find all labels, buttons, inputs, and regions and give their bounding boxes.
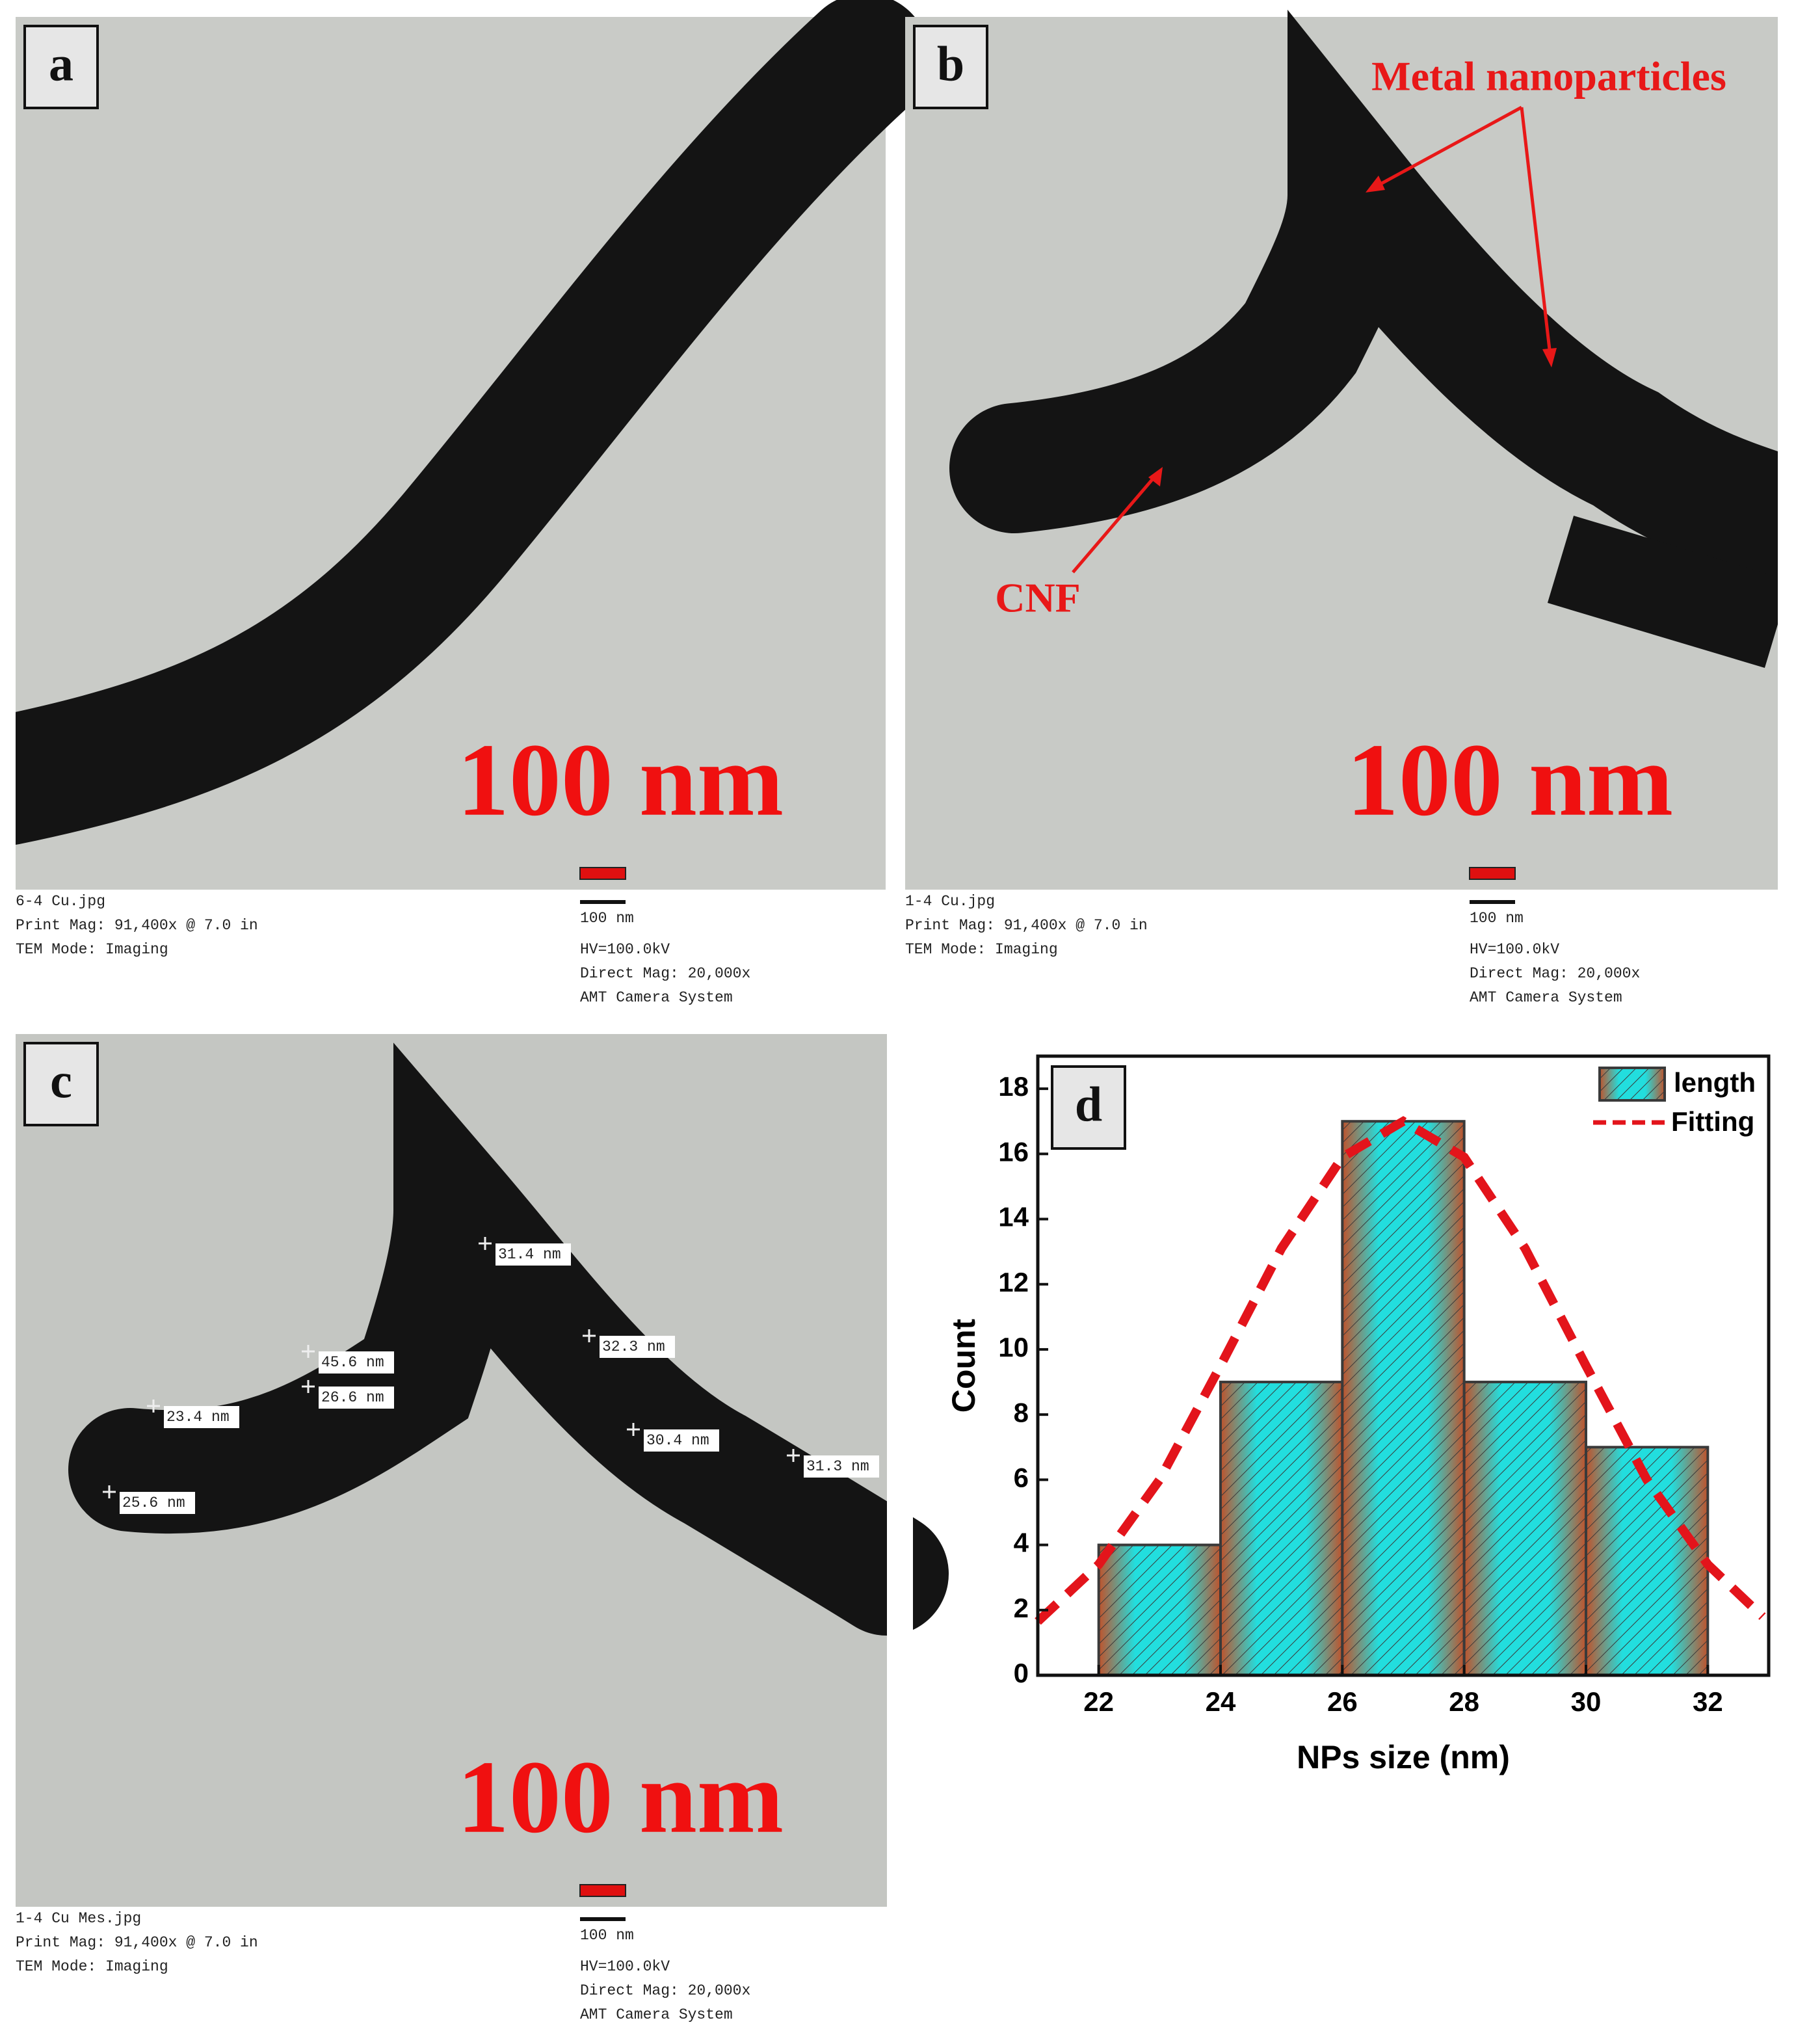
- caption-line: HV=100.0kV: [1470, 941, 1559, 958]
- annotation: CNF: [995, 575, 1081, 621]
- scale-marker: [1469, 867, 1516, 880]
- scale-bar: [580, 1917, 626, 1921]
- scale-marker: [579, 1884, 626, 1897]
- scale-bar: [580, 900, 626, 904]
- bar-hatch: [1462, 1381, 1588, 1677]
- measure-box: [164, 1406, 239, 1428]
- caption-line: Print Mag: 91,400x @ 7.0 in: [905, 917, 1148, 934]
- measure-cross: [103, 1485, 116, 1498]
- arrow: [1072, 472, 1159, 574]
- scale-text: 100 nm: [457, 1739, 784, 1855]
- tem-image-a: [0, 0, 930, 910]
- x-tick-label: 22: [1083, 1686, 1114, 1717]
- y-tick-label: 2: [1014, 1593, 1029, 1623]
- scale-marker: [579, 867, 626, 880]
- y-tick-label: 14: [998, 1202, 1029, 1232]
- measurement: 31.4 nm: [498, 1246, 561, 1263]
- panel-label: a: [49, 36, 73, 91]
- measurement: 30.4 nm: [646, 1432, 709, 1449]
- x-tick-label: 26: [1327, 1686, 1358, 1717]
- caption-line: 1-4 Cu.jpg: [905, 893, 995, 910]
- measure-cross: [583, 1329, 596, 1342]
- measure-cross: [302, 1345, 315, 1358]
- tem-image-b: [905, 0, 1796, 910]
- panel-label: c: [50, 1054, 72, 1108]
- scale-bar-label: 100 nm: [1470, 910, 1524, 927]
- annotation: Metal nanoparticles: [1371, 53, 1726, 100]
- x-tick-label: 24: [1206, 1686, 1236, 1717]
- panel-label-box: [913, 25, 988, 109]
- panel-label-box: [23, 25, 99, 109]
- x-tick-label: 32: [1693, 1686, 1723, 1717]
- y-tick-label: 18: [998, 1071, 1029, 1102]
- caption-line: TEM Mode: Imaging: [16, 1958, 168, 1975]
- tem-image-c: [16, 1015, 949, 1925]
- x-axis-label: NPs size (nm): [1297, 1739, 1510, 1775]
- legend-label: length: [1674, 1067, 1756, 1098]
- panel-label: b: [937, 36, 964, 91]
- panel-label-box: [1051, 1065, 1126, 1150]
- bar-hatch: [1097, 1543, 1222, 1677]
- x-tick-label: 28: [1449, 1686, 1479, 1717]
- bar-hatch: [1341, 1120, 1466, 1677]
- measure-box: [600, 1336, 675, 1358]
- measure-box: [319, 1387, 394, 1409]
- scale-text: 100 nm: [1347, 722, 1673, 838]
- scale-bar: [1470, 900, 1515, 904]
- caption-line: HV=100.0kV: [580, 941, 670, 958]
- legend-swatch-hatch: [1598, 1067, 1666, 1102]
- caption-line: Print Mag: 91,400x @ 7.0 in: [16, 1934, 258, 1951]
- caption-line: AMT Camera System: [1470, 989, 1622, 1006]
- bar-hatch: [1585, 1446, 1710, 1677]
- arrowhead: [1148, 467, 1163, 486]
- measure-box: [495, 1243, 571, 1266]
- plot-frame: [1036, 1054, 1771, 1677]
- y-tick-label: 4: [1014, 1528, 1029, 1558]
- panel-label-box: [23, 1042, 99, 1126]
- measure-box: [644, 1429, 719, 1452]
- caption-line: 1-4 Cu Mes.jpg: [16, 1910, 141, 1927]
- measure-box: [120, 1492, 195, 1514]
- y-tick-label: 0: [1014, 1658, 1029, 1688]
- scale-bar-label: 100 nm: [580, 910, 634, 927]
- caption-line: 6-4 Cu.jpg: [16, 893, 105, 910]
- measure-cross: [627, 1423, 640, 1436]
- x-tick-label: 30: [1571, 1686, 1602, 1717]
- measurement: 23.4 nm: [166, 1409, 230, 1426]
- y-tick-label: 10: [998, 1332, 1029, 1362]
- bar-hatch: [1219, 1381, 1344, 1677]
- y-tick-label: 8: [1014, 1397, 1029, 1427]
- measurement: 31.3 nm: [806, 1458, 869, 1475]
- measurement: 26.6 nm: [321, 1389, 384, 1406]
- measure-cross: [787, 1449, 800, 1462]
- measurement: 32.3 nm: [602, 1338, 665, 1355]
- scale-bar-label: 100 nm: [580, 1927, 634, 1944]
- measure-cross: [302, 1380, 315, 1393]
- panel-label: d: [1075, 1077, 1102, 1132]
- y-axis-label: Count: [945, 1318, 982, 1413]
- scale-text: 100 nm: [457, 722, 784, 838]
- y-tick-label: 6: [1014, 1462, 1029, 1493]
- caption-line: AMT Camera System: [580, 989, 733, 1006]
- measure-box: [804, 1455, 879, 1478]
- fit-line: [1035, 1116, 1766, 1625]
- caption-line: HV=100.0kV: [580, 1958, 670, 1975]
- caption-line: TEM Mode: Imaging: [16, 941, 168, 958]
- measure-cross: [479, 1237, 492, 1250]
- caption-line: TEM Mode: Imaging: [905, 941, 1058, 958]
- caption-line: Direct Mag: 20,000x: [580, 1982, 750, 1999]
- legend-label: Fitting: [1671, 1106, 1754, 1137]
- arrow: [1371, 105, 1553, 362]
- y-tick-label: 12: [998, 1267, 1029, 1297]
- caption-line: Print Mag: 91,400x @ 7.0 in: [16, 917, 258, 934]
- measure-box: [319, 1351, 394, 1374]
- caption-line: AMT Camera System: [580, 2006, 733, 2023]
- measurement: 25.6 nm: [122, 1494, 185, 1511]
- measurement: 45.6 nm: [321, 1354, 384, 1371]
- caption-line: Direct Mag: 20,000x: [1470, 965, 1640, 982]
- measure-cross: [147, 1400, 160, 1413]
- caption-line: Direct Mag: 20,000x: [580, 965, 750, 982]
- y-tick-label: 16: [998, 1136, 1029, 1167]
